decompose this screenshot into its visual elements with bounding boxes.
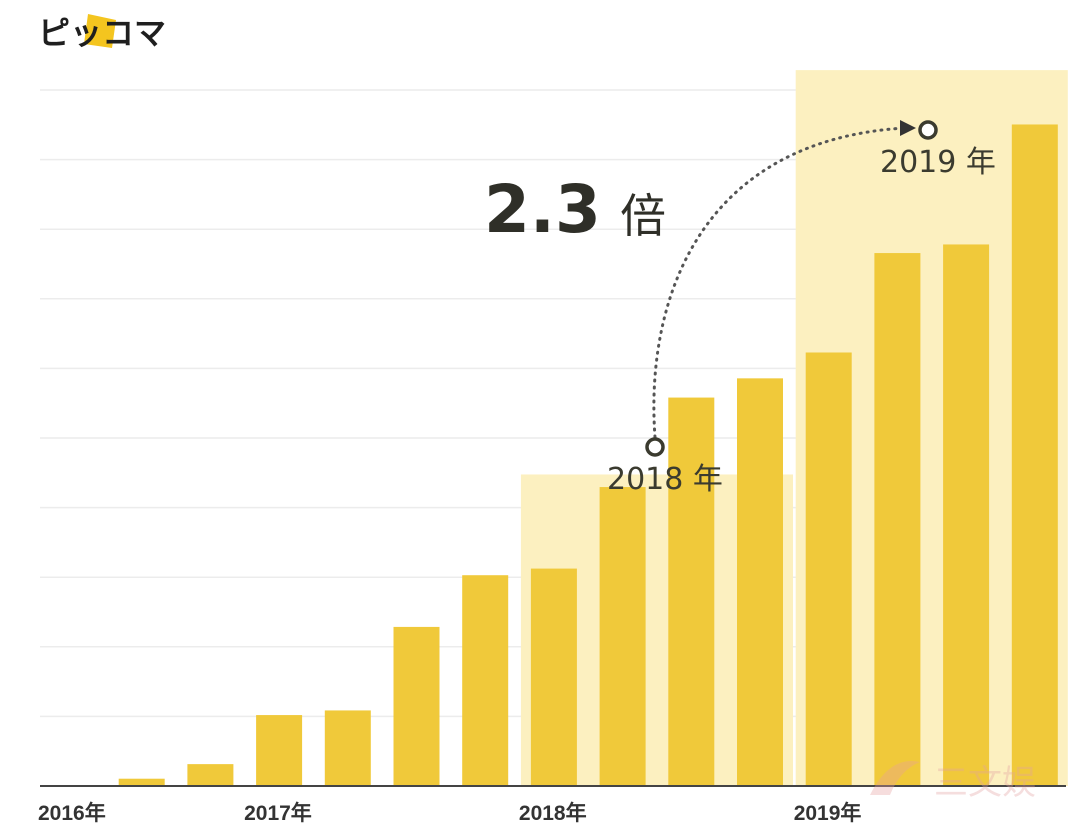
bar-6 xyxy=(462,575,509,786)
watermark: 三文娱 xyxy=(870,760,1036,803)
bar-10 xyxy=(737,378,783,786)
bar-7 xyxy=(530,568,577,786)
bar-11 xyxy=(805,352,852,786)
growth-ratio: 2.3 倍 xyxy=(484,171,666,248)
svg-text:ピッコマ: ピッコマ xyxy=(38,14,166,52)
bar-8 xyxy=(599,487,646,786)
bar-5 xyxy=(393,626,440,786)
bar-9 xyxy=(668,397,715,786)
marker-2018-icon xyxy=(645,437,665,457)
watermark-text: 三文娱 xyxy=(934,763,1036,803)
bar-4 xyxy=(324,710,371,786)
marker-2019-icon xyxy=(918,120,938,140)
x-tick-label: 2016年 xyxy=(38,801,106,825)
bar-13 xyxy=(943,244,990,787)
arrow-head-icon xyxy=(900,120,916,136)
x-tick-label: 2017年 xyxy=(244,801,312,825)
highlight-label-2019: 2019 年 xyxy=(880,145,996,180)
bar-14 xyxy=(1011,124,1058,787)
bar-2 xyxy=(187,764,234,786)
x-tick-label: 2018年 xyxy=(519,801,587,825)
bars xyxy=(50,124,1058,787)
bar-3 xyxy=(256,715,303,786)
x-tick-labels: 2016年 2017年 2018年 2019年 xyxy=(38,801,861,825)
growth-ratio-unit: 倍 xyxy=(620,189,666,243)
growth-arrow xyxy=(652,126,907,439)
bar-12 xyxy=(874,253,921,786)
highlight-label-2018: 2018 年 xyxy=(607,462,723,497)
watermark-icon xyxy=(870,760,920,795)
x-tick-label: 2019年 xyxy=(794,801,862,825)
piccoma-logo: ピッコマ xyxy=(38,14,166,52)
growth-ratio-number: 2.3 xyxy=(484,171,601,248)
bar-1 xyxy=(118,778,165,786)
